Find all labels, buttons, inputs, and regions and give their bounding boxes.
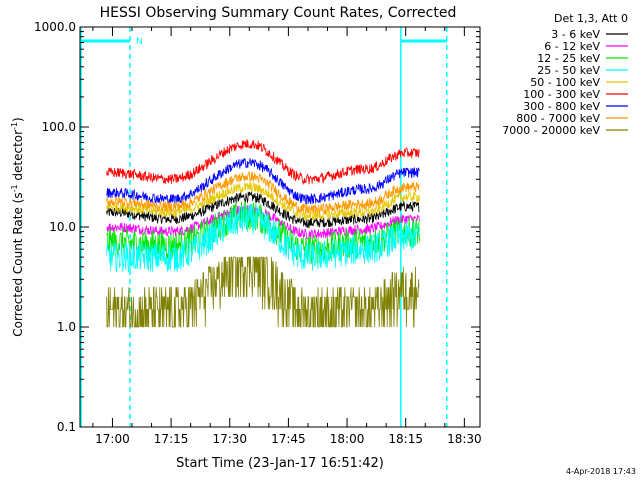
series-line xyxy=(106,203,420,240)
x-axis: 17:00 17:15 17:30 17:45 18:00 18:15 18:30 xyxy=(92,27,482,446)
series-line xyxy=(106,170,420,215)
x-tick-label: 17:30 xyxy=(212,432,247,446)
x-tick-label: 17:45 xyxy=(271,432,306,446)
y-axis-label-end: ) xyxy=(11,117,25,122)
y-tick-label: 100.0 xyxy=(42,120,76,134)
series-line xyxy=(106,204,420,273)
series-line xyxy=(106,256,420,328)
chart-title: HESSI Observing Summary Count Rates, Cor… xyxy=(100,5,457,21)
series-line xyxy=(106,191,420,229)
data-layer: N xyxy=(80,27,448,427)
y-tick-label: 1000.0 xyxy=(34,20,76,34)
series-line xyxy=(106,139,420,186)
series-line xyxy=(106,158,420,206)
x-tick-label: 18:00 xyxy=(330,432,365,446)
y-axis-label-main: Corrected Count Rate (s xyxy=(11,192,25,336)
y-tick-label: 10.0 xyxy=(49,220,76,234)
legend-label: 6 - 12 keV xyxy=(544,40,600,53)
y-axis-label: Corrected Count Rate (s-1 detector-1) xyxy=(10,117,25,336)
y-axis-label-sup1: -1 xyxy=(10,184,19,192)
series-line xyxy=(106,181,420,222)
y-tick-label: 0.1 xyxy=(57,420,76,434)
legend-label: 50 - 100 keV xyxy=(530,76,600,89)
legend-label: 7000 - 20000 keV xyxy=(502,124,600,137)
legend-label: 12 - 25 keV xyxy=(537,52,600,65)
y-axis-label-sup2: -1 xyxy=(10,122,19,130)
footer-date: 4-Apr-2018 17:43 xyxy=(566,467,636,476)
legend-label: 100 - 300 keV xyxy=(523,88,600,101)
legend-label: 3 - 6 keV xyxy=(551,28,600,41)
y-axis: 0.1 1.0 10.0 100.0 1000.0 xyxy=(34,20,480,434)
night-label: N xyxy=(136,37,143,47)
x-tick-label: 18:30 xyxy=(447,432,482,446)
x-tick-label: 17:00 xyxy=(95,432,130,446)
legend-label: 300 - 800 keV xyxy=(523,100,600,113)
x-axis-label: Start Time (23-Jan-17 16:51:42) xyxy=(176,456,384,471)
legend-label: 800 - 7000 keV xyxy=(516,112,600,125)
y-tick-label: 1.0 xyxy=(57,320,76,334)
legend-title: Det 1,3, Att 0 xyxy=(554,12,628,25)
x-tick-label: 18:15 xyxy=(388,432,423,446)
legend-label: 25 - 50 keV xyxy=(537,64,600,77)
y-axis-label-mid: detector xyxy=(11,130,25,185)
x-tick-label: 17:15 xyxy=(154,432,189,446)
